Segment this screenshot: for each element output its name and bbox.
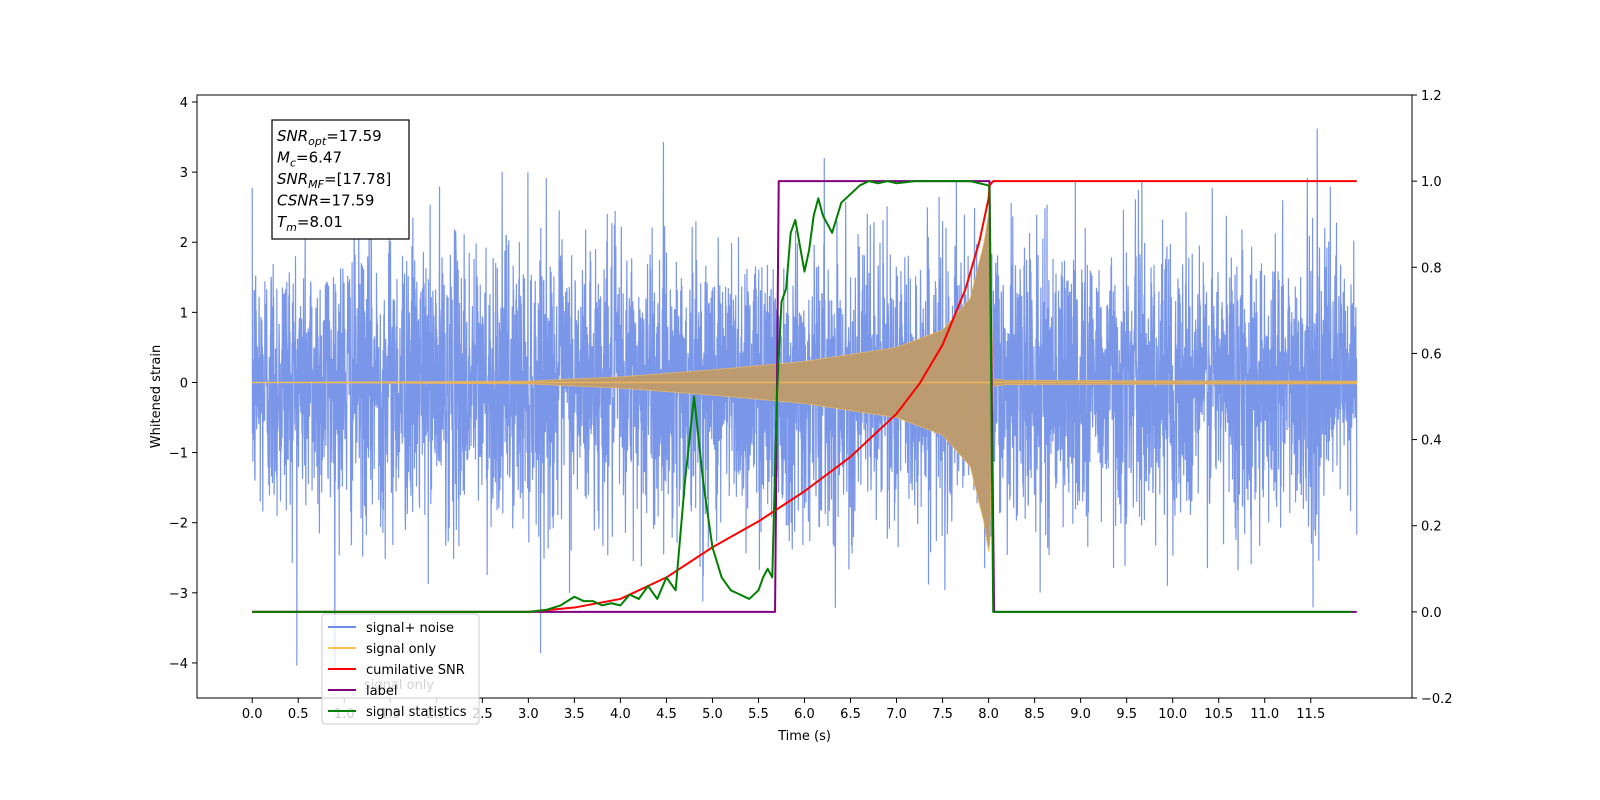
y-right-tick-label: 1.0 <box>1421 175 1442 190</box>
info-box-frame <box>271 119 410 240</box>
x-tick-label: 3.0 <box>518 707 539 722</box>
info-box: SNRopt=17.59Mc=6.47SNRMF=[17.78]CSNR=17.… <box>271 119 410 240</box>
legend-frame <box>321 613 480 725</box>
x-tick-label: 10.5 <box>1204 707 1233 722</box>
axes: 0.00.51.01.52.02.53.03.54.04.55.05.56.06… <box>149 89 1453 744</box>
y-right-tick-label: 0.2 <box>1421 520 1442 535</box>
x-tick-label: 9.5 <box>1116 707 1137 722</box>
x-tick-label: 5.0 <box>702 707 723 722</box>
y-left-tick-label: 3 <box>180 166 188 181</box>
y-left-tick-label: 4 <box>180 96 188 111</box>
info-line: CSNR=17.59 <box>277 192 374 210</box>
info-line: Tm=8.01 <box>277 213 343 234</box>
x-tick-label: 10.0 <box>1158 707 1187 722</box>
x-tick-label: 6.0 <box>794 707 815 722</box>
y-left-tick-label: 0 <box>180 376 188 391</box>
y-right-tick-label: 0.6 <box>1421 347 1442 362</box>
x-tick-label: 8.0 <box>978 707 999 722</box>
y-right-tick-label: 0.0 <box>1421 606 1442 621</box>
x-tick-label: 4.0 <box>610 707 631 722</box>
y-axis-label: Whitened strain <box>149 345 164 448</box>
x-tick-label: 11.0 <box>1250 707 1279 722</box>
x-tick-label: 4.5 <box>656 707 677 722</box>
legend-ghost-label: signal only <box>364 678 434 693</box>
x-tick-label: 8.5 <box>1024 707 1045 722</box>
series-signal-plus-noise-line <box>251 128 1358 670</box>
y-left-tick-label: 2 <box>180 236 188 251</box>
y-left-tick-label: −4 <box>169 657 188 672</box>
x-tick-label: 9.0 <box>1070 707 1091 722</box>
legend-label: signal only <box>366 642 436 657</box>
plot-area <box>251 128 1358 670</box>
legend-label: cumilative SNR <box>366 663 465 678</box>
x-tick-label: 0.5 <box>288 707 309 722</box>
y-right-tick-label: 0.8 <box>1421 261 1442 276</box>
info-line: SNRMF=[17.78] <box>277 170 391 191</box>
y-left-tick-label: −1 <box>169 447 188 462</box>
y-left-tick-label: −3 <box>169 587 188 602</box>
series-signal-statistics-line <box>252 180 1353 613</box>
y-right-tick-label: 1.2 <box>1421 89 1442 104</box>
y-left-tick-label: −2 <box>169 517 188 532</box>
x-tick-label: 11.5 <box>1296 707 1325 722</box>
x-axis-label: Time (s) <box>777 729 831 744</box>
x-tick-label: 7.0 <box>886 707 907 722</box>
legend-label: signal+ noise <box>366 621 454 636</box>
y-right-tick-label: −0.2 <box>1421 692 1453 707</box>
x-tick-label: 7.5 <box>932 707 953 722</box>
y-left-tick-label: 1 <box>180 306 188 321</box>
info-line: SNRopt=17.59 <box>277 127 382 148</box>
x-tick-label: 3.5 <box>564 707 585 722</box>
x-tick-label: 0.0 <box>242 707 263 722</box>
x-tick-label: 6.5 <box>840 707 861 722</box>
legend-label: label <box>366 684 397 699</box>
info-line: Mc=6.47 <box>277 149 342 170</box>
x-tick-label: 5.5 <box>748 707 769 722</box>
legend-label: signal statistics <box>366 705 467 720</box>
y-right-tick-label: 0.4 <box>1421 434 1442 449</box>
